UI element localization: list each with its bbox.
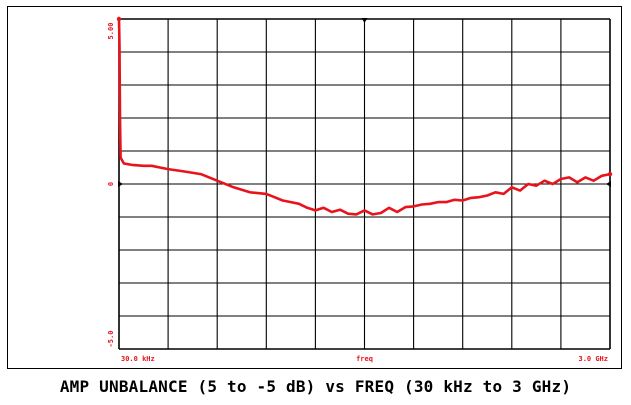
center-frequency-marker <box>361 18 368 23</box>
reference-level-marker-right <box>606 181 611 187</box>
y-tick-label-middle: 0 <box>107 182 115 186</box>
x-tick-label-start: 30.0 kHz <box>121 355 155 363</box>
reference-level-marker <box>118 181 123 187</box>
trace-end-point <box>607 171 613 177</box>
trace-layer <box>116 16 613 216</box>
trace-line <box>117 17 612 216</box>
chart-caption: AMP UNBALANCE (5 to -5 dB) vs FREQ (30 k… <box>59 377 572 396</box>
chart-svg: 5.00 0 -5.0 30.0 kHz freq 3.0 GHz <box>107 16 613 363</box>
x-tick-label-center: freq <box>356 355 373 363</box>
chart-frame: 5.00 0 -5.0 30.0 kHz freq 3.0 GHz <box>7 6 622 369</box>
y-tick-label-bottom: -5.0 <box>107 331 115 348</box>
x-tick-label-end: 3.0 GHz <box>578 355 608 363</box>
tick-labels: 5.00 0 -5.0 30.0 kHz freq 3.0 GHz <box>107 23 608 363</box>
trace-start-point <box>116 16 122 22</box>
y-tick-label-top: 5.00 <box>107 23 115 40</box>
grid <box>118 18 611 350</box>
